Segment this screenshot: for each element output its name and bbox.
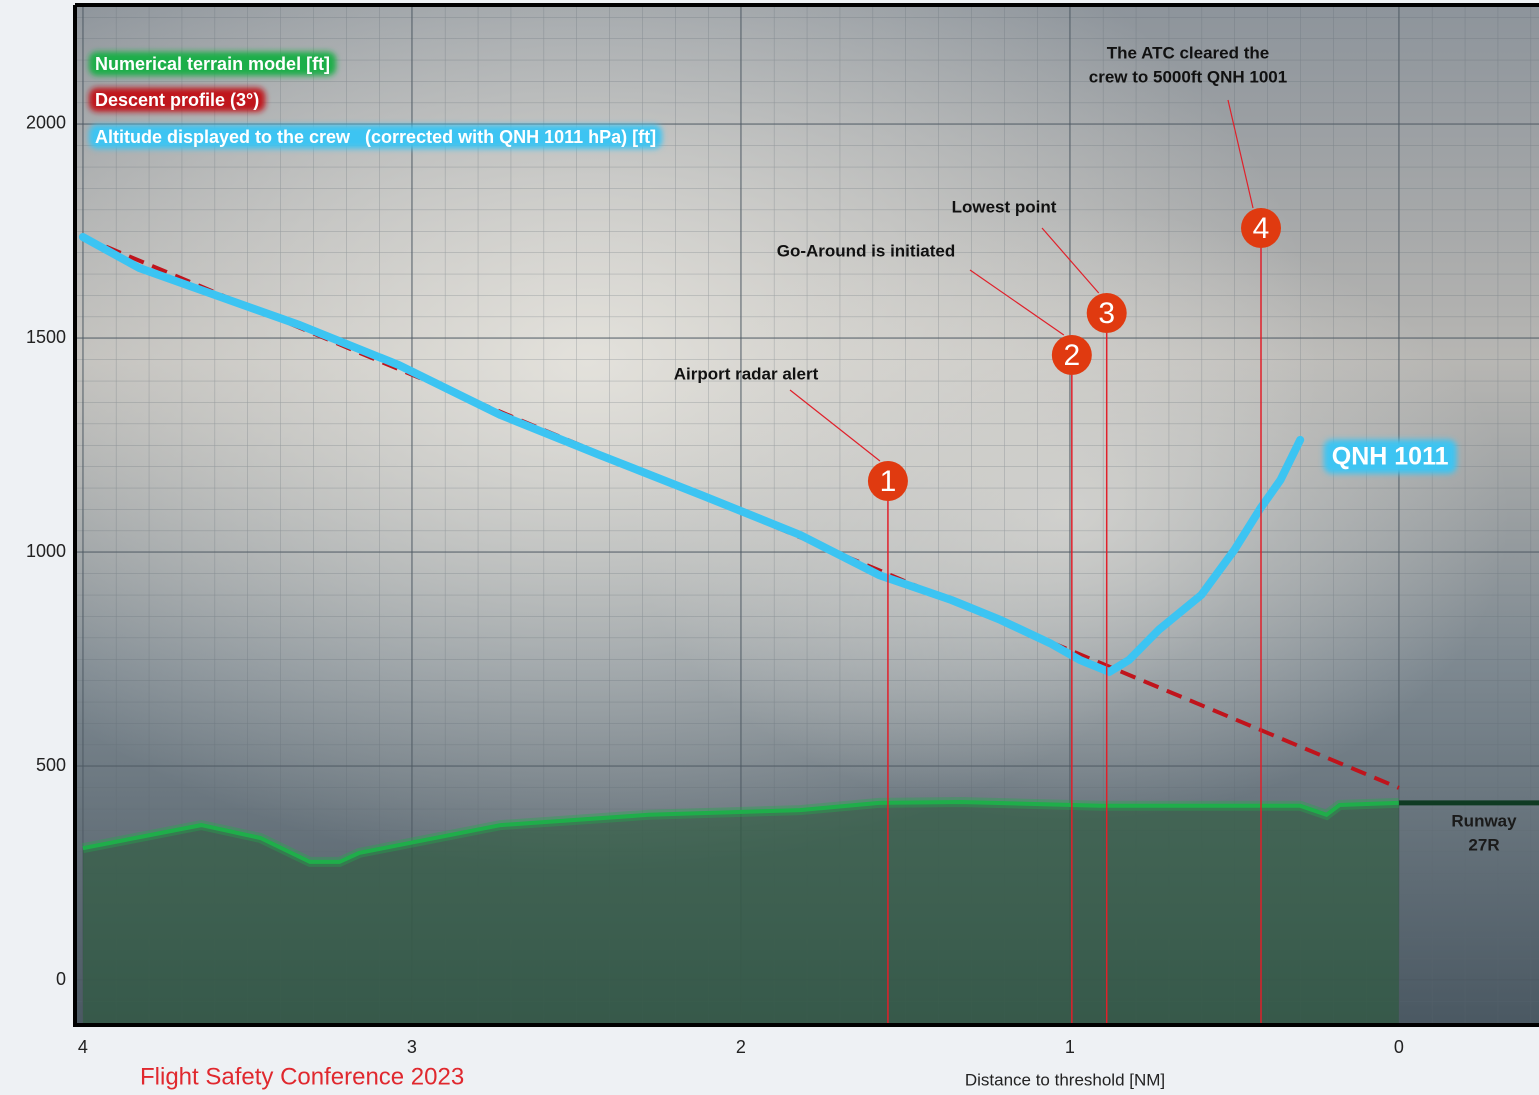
y-tick-label: 0: [56, 969, 66, 989]
y-tick-label: 2000: [26, 113, 66, 133]
y-tick-label: 500: [36, 755, 66, 775]
event-number: 3: [1098, 297, 1115, 330]
chart: QNH 1011 Runway 27R 1 Airport radar alert 2 Go…: [0, 0, 1539, 1095]
event-number: 4: [1253, 212, 1270, 245]
x-tick-label: 1: [1065, 1037, 1075, 1057]
footer: Flight Safety Conference 2023: [140, 1063, 464, 1090]
event-text: crew to 5000ft QNH 1001: [1089, 67, 1287, 86]
legend-entry: Altitude displayed to the crew (correcte…: [95, 127, 656, 147]
event-text: Lowest point: [952, 197, 1057, 216]
event-text: The ATC cleared the: [1107, 43, 1269, 62]
event-text: Go-Around is initiated: [777, 241, 956, 260]
x-tick-label: 0: [1394, 1037, 1404, 1057]
event-number: 2: [1063, 339, 1080, 372]
y-tick-label: 1500: [26, 327, 66, 347]
legend-entry: Descent profile (3°): [95, 90, 259, 110]
event-text: Airport radar alert: [674, 364, 819, 383]
runway-label: 27R: [1468, 835, 1499, 854]
runway-label: Runway: [1451, 811, 1517, 830]
x-axis-title: Distance to threshold [NM]: [965, 1070, 1165, 1089]
legend-entry: Numerical terrain model [ft]: [95, 54, 330, 74]
x-tick-label: 4: [78, 1037, 88, 1057]
event-number: 1: [880, 465, 897, 498]
series-end-label: QNH 1011: [1332, 443, 1449, 471]
x-tick-label: 3: [407, 1037, 417, 1057]
page: QNH 1011 Runway 27R 1 Airport radar alert 2 Go…: [0, 0, 1539, 1095]
x-tick-label: 2: [736, 1037, 746, 1057]
y-tick-label: 1000: [26, 541, 66, 561]
